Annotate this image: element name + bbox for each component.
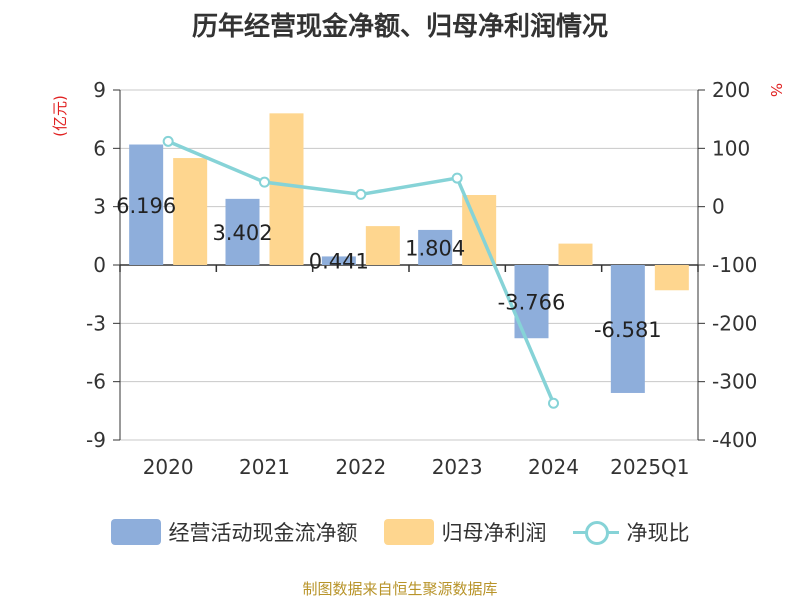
bar-profit [269,113,304,265]
legend-item-ratio[interactable]: 净现比 [572,517,690,547]
chart-title: 历年经营现金净额、归母净利润情况 [191,12,608,42]
bar-cashflow [321,256,356,265]
legend-item-profit[interactable]: 归母净利润 [383,517,547,547]
right-tick-label: 0 [712,195,725,219]
data-label-cashflow: -6.581 [594,318,662,342]
ratio-point [548,397,559,409]
data-labels: 6.196 3.402 0.441 1.804 -3.766 -6.581 [116,194,662,342]
ratio-point [162,135,174,147]
x-tick-label: 2024 [528,455,579,479]
bar-profit [558,243,593,265]
right-axis-unit: % [767,83,785,97]
ratio-point [259,176,270,188]
left-tick-label: 6 [93,136,106,160]
bar-cashflow [225,198,260,265]
axes: 9 6 3 0 -3 -6 -9 200 100 0 -100 -200 -300 -400 2020 202… [86,78,757,479]
ratio-point [355,188,367,200]
bar-profit [173,158,208,265]
left-tick-label: -6 [86,370,106,394]
left-tick-label: 0 [93,253,106,277]
legend-label-cashflow: 经营活动现金流净额 [168,521,358,545]
legend-swatch-cashflow [110,519,161,545]
left-tick-label: 9 [93,78,106,102]
bars [129,113,689,393]
bar-cashflow [129,144,164,265]
legend-label-profit: 归母净利润 [441,521,547,545]
left-tick-label: -3 [86,311,106,335]
x-tick-label: 2022 [335,455,386,479]
ratio-line [162,135,559,409]
legend-swatch-ratio [572,519,619,545]
left-axis-unit: (亿元) [51,95,69,137]
left-tick-label: -9 [86,428,106,452]
left-tick-label: 3 [93,195,106,219]
data-label-cashflow: 0.441 [309,250,369,274]
x-tick-label: 2020 [143,455,194,479]
data-label-cashflow: 3.402 [212,221,272,245]
bar-cashflow [610,265,645,393]
ratio-point [451,172,463,184]
legend-swatch-profit [383,519,434,545]
x-tick-label: 2023 [432,455,483,479]
bar-profit [654,265,689,291]
data-label-cashflow: 6.196 [116,194,176,218]
legend: 经营活动现金流净额 归母净利润 净现比 [0,517,800,547]
x-tick-label: 2025Q1 [610,455,689,479]
bar-profit [365,226,400,265]
data-label-cashflow: -3.766 [498,291,566,315]
right-tick-label: -300 [712,370,757,394]
right-tick-label: -100 [712,253,757,277]
legend-label-ratio: 净现比 [626,521,690,545]
right-tick-label: 200 [712,78,750,102]
data-label-cashflow: 1.804 [405,236,465,260]
data-source-note: 制图数据来自恒生聚源数据库 [302,580,498,598]
legend-item-cashflow[interactable]: 经营活动现金流净额 [110,517,358,547]
right-tick-label: -400 [712,428,757,452]
right-tick-label: 100 [712,136,750,160]
x-tick-label: 2021 [239,455,290,479]
bar-cashflow [418,229,453,265]
right-tick-label: -200 [712,311,757,335]
